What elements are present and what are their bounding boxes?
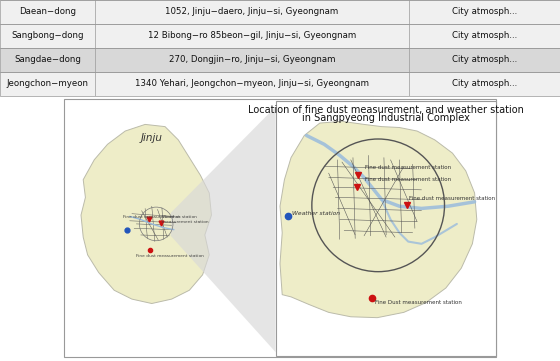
Bar <box>0 48 560 72</box>
Text: Fine dust measurement station: Fine dust measurement station <box>365 177 451 182</box>
Polygon shape <box>81 125 212 304</box>
Text: 12 Bibong−ro 85beon−gil, Jinju−si, Gyeongnam: 12 Bibong−ro 85beon−gil, Jinju−si, Gyeon… <box>148 31 356 40</box>
Text: Sangdae−dong: Sangdae−dong <box>14 55 81 64</box>
Bar <box>0 72 560 96</box>
Polygon shape <box>280 121 477 318</box>
Text: measurement station: measurement station <box>162 221 208 225</box>
Text: Fine dust measurement station: Fine dust measurement station <box>365 165 451 170</box>
Text: City atmosph...: City atmosph... <box>452 8 517 17</box>
Text: 1052, Jinju−daero, Jinju−si, Gyeongnam: 1052, Jinju−daero, Jinju−si, Gyeongnam <box>165 8 339 17</box>
Text: Jinju: Jinju <box>141 133 163 143</box>
Bar <box>0 24 560 48</box>
Text: Location of fine dust measurement, and weather station: Location of fine dust measurement, and w… <box>248 105 524 115</box>
Text: Sangbong−dong: Sangbong−dong <box>11 31 84 40</box>
Text: Fine Dust measurement station: Fine Dust measurement station <box>375 300 461 305</box>
Text: 270, Dongjin−ro, Jinju−si, Gyeongnam: 270, Dongjin−ro, Jinju−si, Gyeongnam <box>169 55 335 64</box>
Text: Weather station: Weather station <box>162 215 197 219</box>
Text: Daean−dong: Daean−dong <box>19 8 76 17</box>
Text: in Sangpyeong Industrial Complex: in Sangpyeong Industrial Complex <box>302 113 470 123</box>
Text: Weather station: Weather station <box>292 211 340 216</box>
Text: Fine dust measurement station: Fine dust measurement station <box>136 254 204 258</box>
Text: 1340 Yehari, Jeongchon−myeon, Jinju−si, Gyeongnam: 1340 Yehari, Jeongchon−myeon, Jinju−si, … <box>135 79 369 88</box>
Text: City atmosph...: City atmosph... <box>452 31 517 40</box>
Text: City atmosph...: City atmosph... <box>452 79 517 88</box>
Bar <box>0 0 560 24</box>
Polygon shape <box>171 107 276 352</box>
Text: Jeongchon−myeon: Jeongchon−myeon <box>7 79 88 88</box>
Text: Fine dust measurement station: Fine dust measurement station <box>409 196 495 201</box>
Bar <box>276 101 496 356</box>
Text: Fine dust measurement st.: Fine dust measurement st. <box>123 215 181 219</box>
Text: City atmosph...: City atmosph... <box>452 55 517 64</box>
